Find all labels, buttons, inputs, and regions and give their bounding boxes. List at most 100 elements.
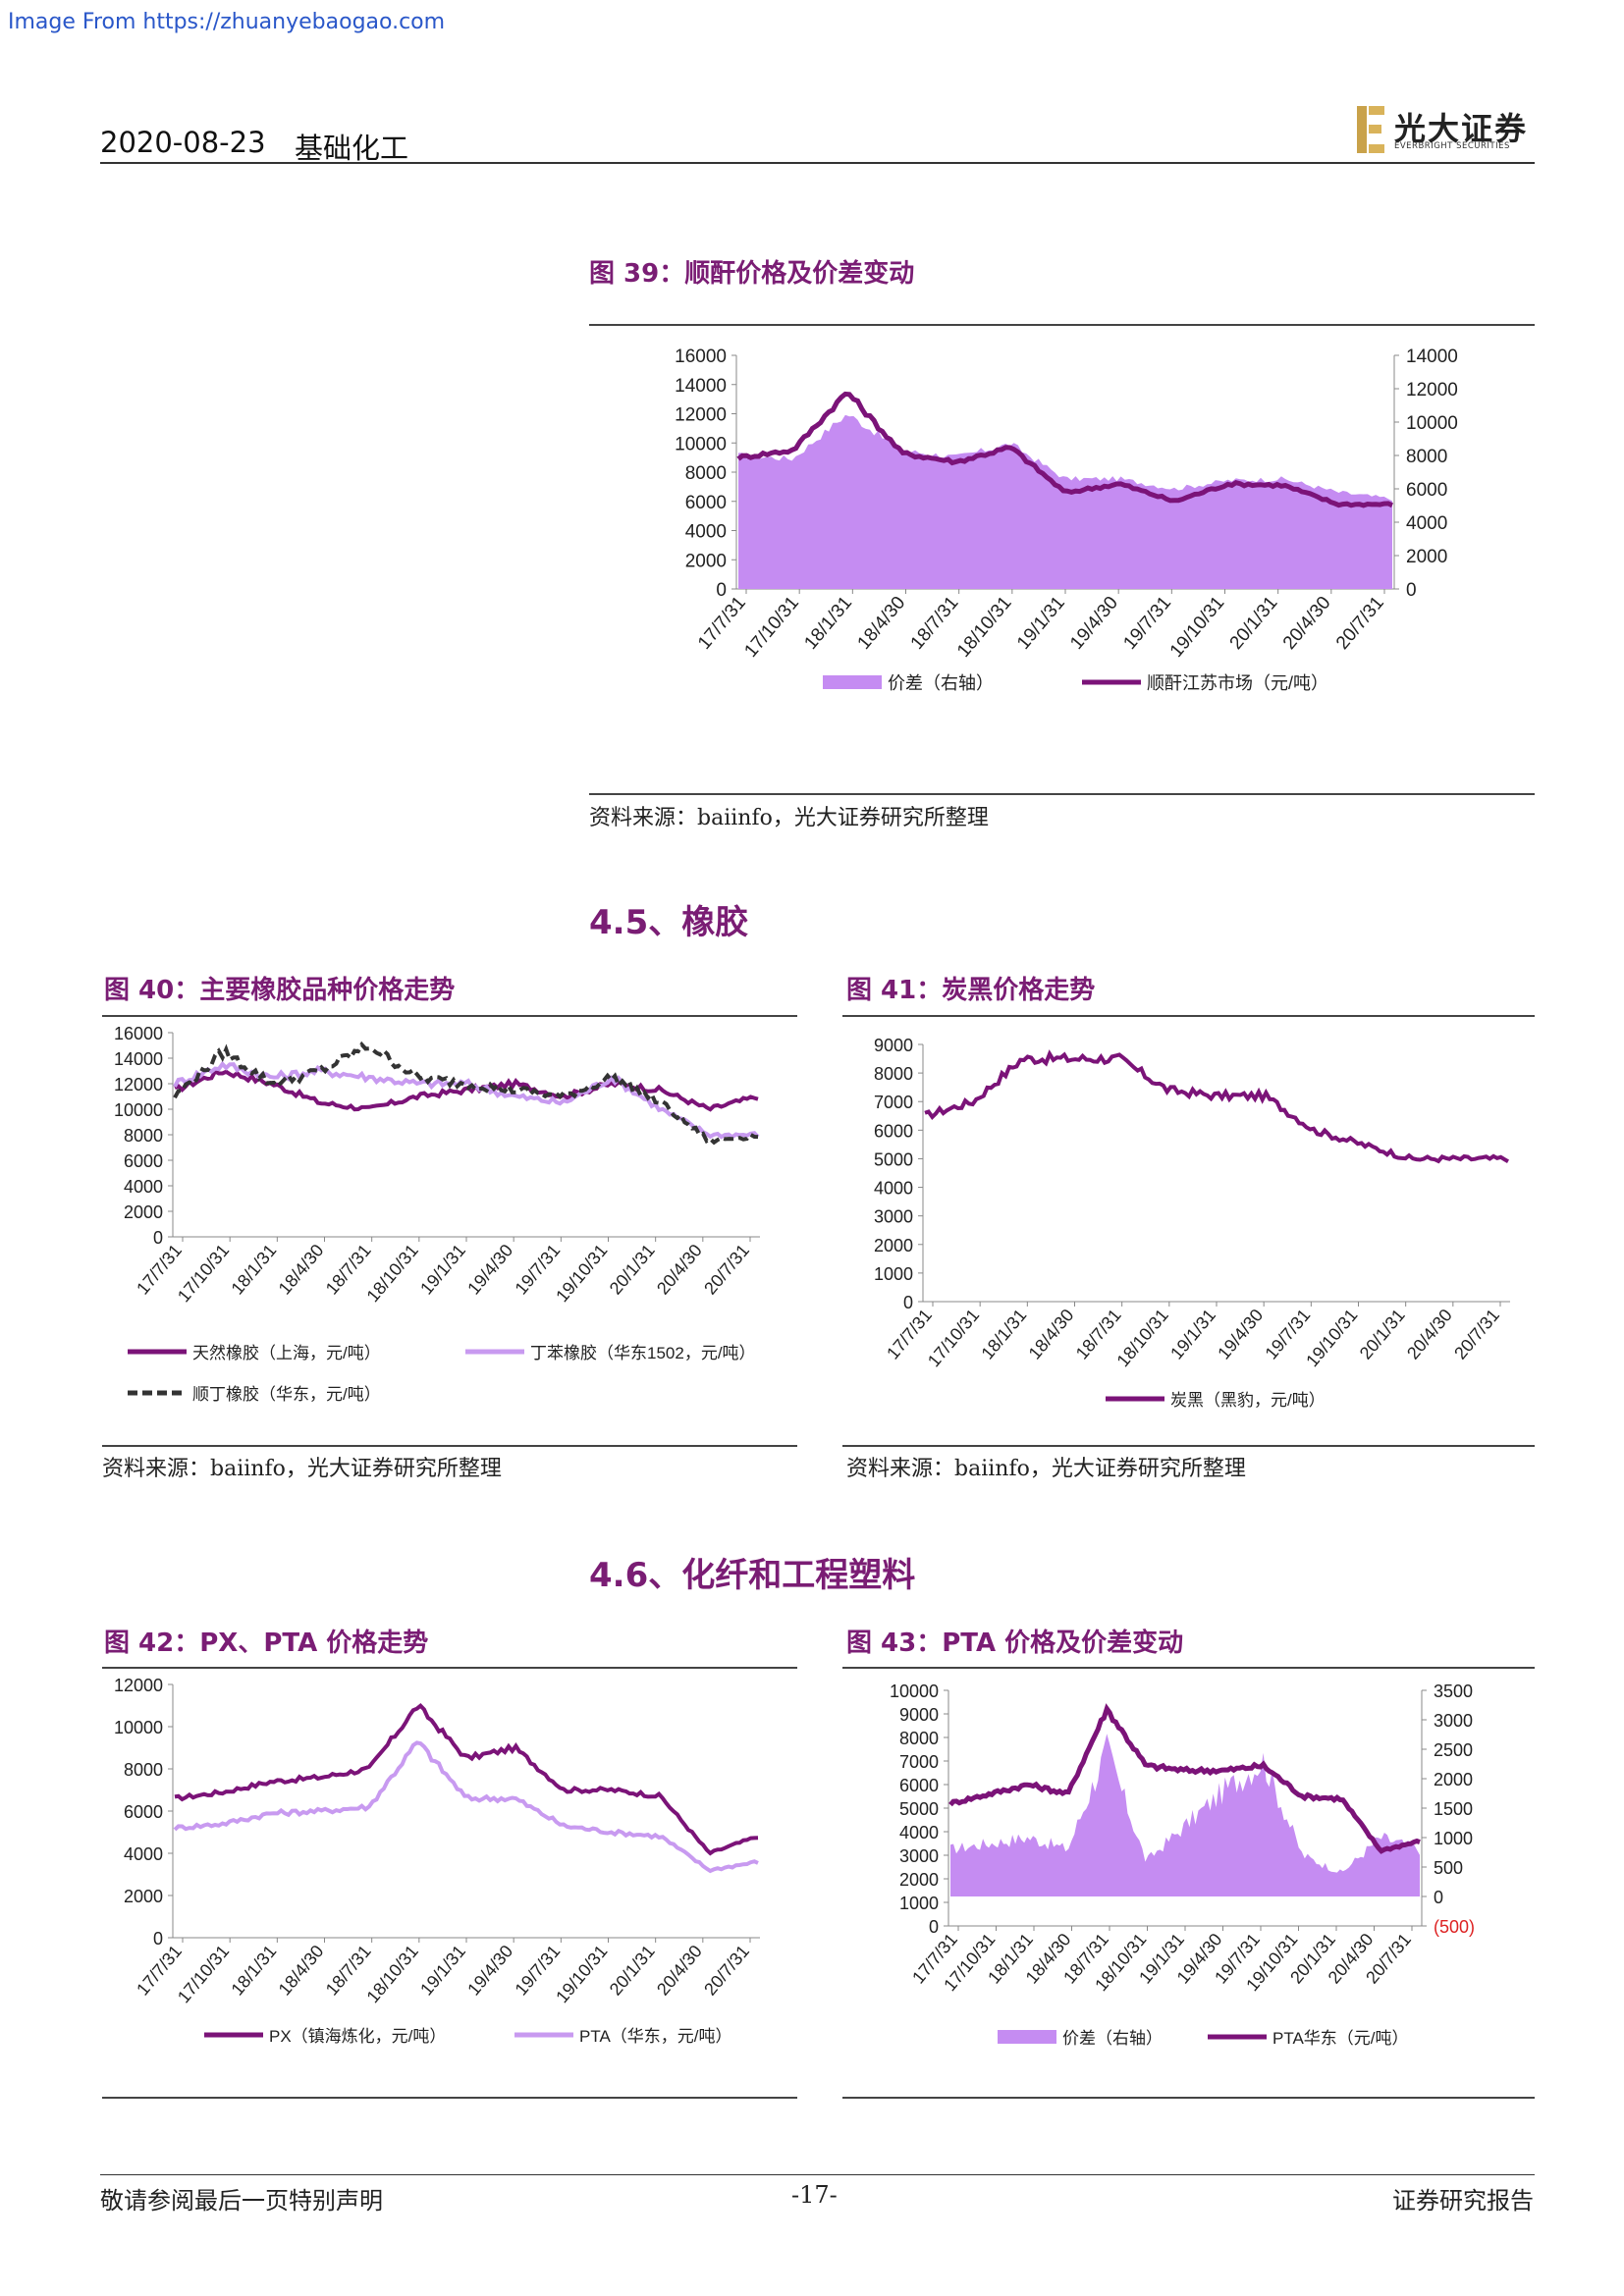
x-tick-label: 18/1/31: [227, 1942, 280, 2000]
y-tick-label: 8000: [874, 1064, 913, 1084]
section-4-6-title: 4.6、化纤和工程塑料: [589, 1556, 916, 1595]
x-tick-label: 18/10/31: [363, 1241, 422, 1307]
figure-42-top-rule: [102, 1667, 797, 1669]
x-tick-label: 18/1/31: [800, 593, 856, 654]
figure-39-bottom-rule: [589, 793, 1535, 795]
figure-40-top-rule: [102, 1015, 797, 1017]
figure-39-top-rule: [589, 324, 1535, 326]
figure-41-source: 资料来源：baiinfo，光大证券研究所整理: [846, 1457, 1246, 1481]
y-tick-label: 0: [903, 1293, 913, 1312]
y-tick-label: 8000: [899, 1729, 939, 1748]
y-tick-label: 2000: [874, 1236, 913, 1255]
figure-41-top-rule: [842, 1015, 1535, 1017]
logo-text-en: EVERBRIGHT SECURITIES: [1394, 141, 1510, 151]
figure-40-chart: 0 2000 4000 6000 8000 10000 12000 14000 16000 17/…: [114, 1024, 760, 1404]
y-tick-label: 16000: [675, 347, 727, 367]
page-number: -17-: [791, 2181, 838, 2209]
y-tick-label: 12000: [114, 1075, 163, 1095]
x-tick-label: 19/10/31: [552, 1241, 611, 1307]
x-tick-label: 18/4/30: [853, 593, 909, 654]
x-tick-label: 17/10/31: [740, 593, 803, 662]
y-tick-label-right: 4000: [1406, 513, 1447, 534]
legend-label-1: 炭黑（黑豹，元/吨）: [1170, 1391, 1326, 1410]
series-area-spread: [950, 1734, 1420, 1896]
figure-41-title: 图 41：炭黑价格走势: [846, 976, 1096, 1005]
x-tick-label: 20/7/31: [700, 1241, 753, 1299]
figure-39-title: 图 39：顺酐价格及价差变动: [589, 259, 915, 289]
x-tick-label: 19/10/31: [1166, 593, 1229, 662]
y-tick-label: 8000: [124, 1760, 163, 1780]
y-tick-label: 8000: [124, 1126, 163, 1146]
y-tick-label-right: 0: [1434, 1888, 1443, 1907]
y-tick-label: 6000: [874, 1121, 913, 1141]
figure-43-title: 图 43：PTA 价格及价差变动: [846, 1629, 1184, 1658]
x-tick-label: 17/10/31: [924, 1306, 983, 1371]
x-tick-label: 19/10/31: [1302, 1306, 1361, 1371]
y-tick-label-right: 14000: [1406, 347, 1458, 367]
y-tick-label: 2000: [124, 1887, 163, 1906]
x-tick-label: 18/7/31: [907, 593, 963, 654]
y-tick-label: 4000: [124, 1177, 163, 1197]
report-sector: 基础化工: [295, 132, 409, 165]
logo-text-cn: 光大证券: [1394, 110, 1529, 147]
x-tick-label: 19/4/30: [1066, 593, 1122, 654]
legend-label-1: 价差（右轴）: [1062, 2029, 1163, 2048]
y-tick-label-right: 500: [1434, 1858, 1463, 1878]
y-tick-label: 5000: [899, 1799, 939, 1819]
legend-label-1: 天然橡胶（上海，元/吨）: [192, 1344, 381, 1362]
y-tick-label: 6000: [124, 1802, 163, 1822]
series-line-2: [736, 391, 1394, 508]
figure-42-bottom-rule: [102, 2097, 797, 2099]
x-tick-label: 20/7/31: [700, 1942, 753, 2000]
figure-40-bottom-rule: [102, 1445, 797, 1447]
section-4-5-title: 4.5、橡胶: [589, 903, 749, 942]
x-tick-label: 19/4/30: [463, 1241, 516, 1299]
y-tick-label: 10000: [114, 1718, 163, 1737]
x-tick-label: 20/1/31: [1226, 593, 1282, 654]
y-tick-label: 0: [153, 1929, 163, 1949]
company-logo: 光大证券 EVERBRIGHT SECURITIES: [1357, 104, 1534, 155]
figure-43-bottom-rule: [842, 2097, 1535, 2099]
y-tick-label: 5000: [874, 1149, 913, 1169]
y-tick-label: 12000: [675, 405, 727, 426]
header-divider: [100, 162, 1535, 164]
y-tick-label: 6000: [899, 1776, 939, 1795]
y-tick-label: 1000: [899, 1894, 939, 1913]
y-tick-label-right: 2000: [1434, 1770, 1473, 1789]
watermark[interactable]: Image From https://zhuanyebaogao.com: [8, 10, 446, 34]
figure-43-chart: 0100020003000400050006000700080009000100…: [890, 1682, 1475, 2048]
legend-label-3: 顺丁橡胶（华东，元/吨）: [192, 1385, 381, 1404]
x-tick-label: 19/1/31: [1013, 593, 1069, 654]
x-tick-label: 19/10/31: [552, 1942, 611, 2007]
y-tick-label-right: 1500: [1434, 1799, 1473, 1819]
x-tick-label: 20/4/30: [1403, 1306, 1456, 1363]
legend-label-2: PTA（华东，元/吨）: [579, 2027, 732, 2046]
y-tick-label-right: (500): [1434, 1917, 1475, 1937]
y-tick-label: 4000: [124, 1844, 163, 1864]
y-tick-label: 6000: [124, 1151, 163, 1171]
y-tick-label: 9000: [899, 1705, 939, 1725]
x-tick-label: 18/1/31: [227, 1241, 280, 1299]
y-tick-label-right: 6000: [1406, 480, 1447, 501]
x-tick-label: 17/10/31: [174, 1942, 233, 2007]
footer-disclaimer: 敬请参阅最后一页特别声明: [100, 2187, 383, 2215]
figure-43-top-rule: [842, 1667, 1535, 1669]
y-tick-label: 16000: [114, 1024, 163, 1043]
y-tick-label-right: 12000: [1406, 380, 1458, 400]
y-tick-label-right: 0: [1406, 580, 1417, 601]
y-tick-label: 2000: [124, 1202, 163, 1222]
x-tick-label: 20/7/31: [1332, 593, 1388, 654]
y-tick-label: 4000: [685, 522, 727, 543]
x-tick-label: 18/10/31: [363, 1942, 422, 2007]
legend-label-1: 价差（右轴）: [888, 673, 994, 693]
y-tick-label: 10000: [675, 434, 727, 454]
legend-swatch-1: [998, 2030, 1056, 2044]
y-tick-label: 14000: [114, 1049, 163, 1069]
series-line-3: [173, 1041, 759, 1146]
y-tick-label: 10000: [114, 1100, 163, 1120]
y-tick-label: 0: [153, 1228, 163, 1248]
series-line-2: [948, 1703, 1421, 1854]
x-tick-label: 20/1/31: [606, 1942, 659, 2000]
x-tick-label: 20/1/31: [1356, 1306, 1409, 1363]
y-tick-label-right: 3000: [1434, 1711, 1473, 1731]
